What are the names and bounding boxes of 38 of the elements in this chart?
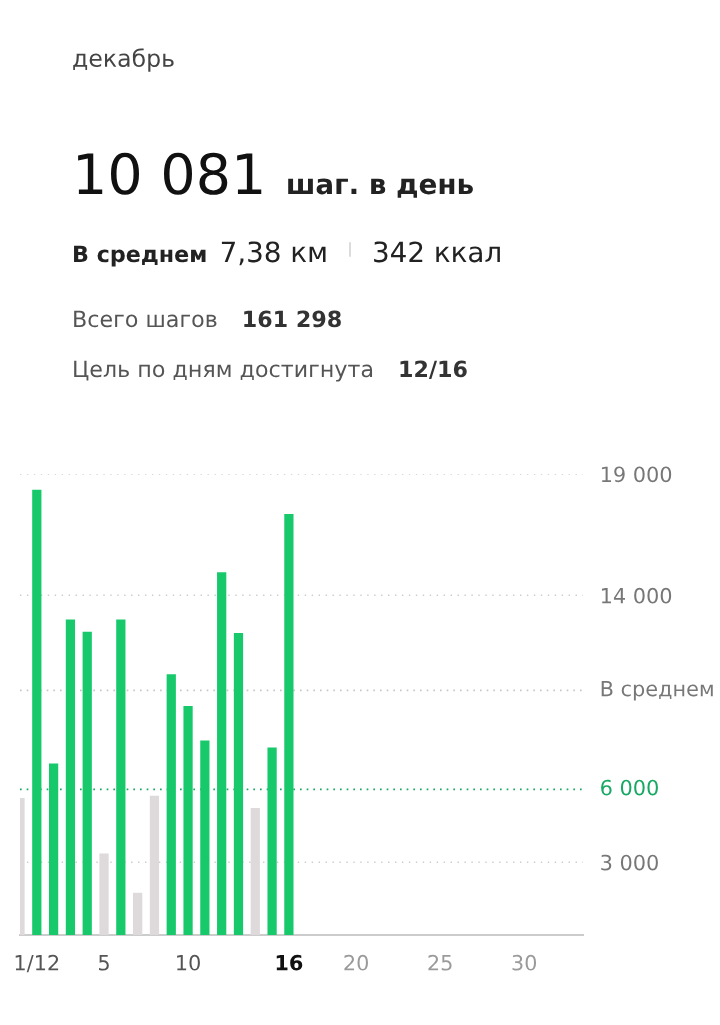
y-tick-label: 19 000 [601,466,672,483]
ref-line-label: В среднем [601,680,713,701]
bar [183,705,193,935]
y-tick-label: 3 000 [601,854,658,871]
text: 12/16 [400,360,467,380]
bar [267,747,277,935]
bar [65,619,76,935]
bar [200,740,210,935]
bar [133,892,143,935]
x-tick-label: 10 [177,954,200,971]
text: Всего шагов [74,310,217,328]
x-tick-label: 25 [428,954,452,971]
bar [82,631,92,935]
bar [166,674,176,935]
bar [116,619,126,935]
x-tick-label: 16 [276,954,303,971]
x-tick-label: 20 [344,954,368,971]
bar [250,808,260,935]
bar [32,489,42,935]
bar [284,514,294,935]
text: Цель по дням достигнута [74,360,373,382]
x-tick-label: 30 [512,954,537,971]
bar [233,632,244,935]
y-tick-label: 14 000 [601,587,672,604]
x-tick-label: 5 [99,955,109,971]
text: 161 298 [244,310,341,328]
text: шаг. в день [288,178,473,198]
text: 7,38 км [221,241,326,266]
text: 342 ккал [374,241,500,263]
text: 10 081 [78,152,262,195]
bar [217,572,227,935]
text: В среднем [74,245,206,267]
ref-line-label: 6 000 [601,779,658,796]
bar [48,763,59,935]
bar [149,795,160,935]
x-tick-label: 1/12 [15,954,59,973]
bar [99,853,109,935]
chart-title: декабрь [73,48,174,72]
